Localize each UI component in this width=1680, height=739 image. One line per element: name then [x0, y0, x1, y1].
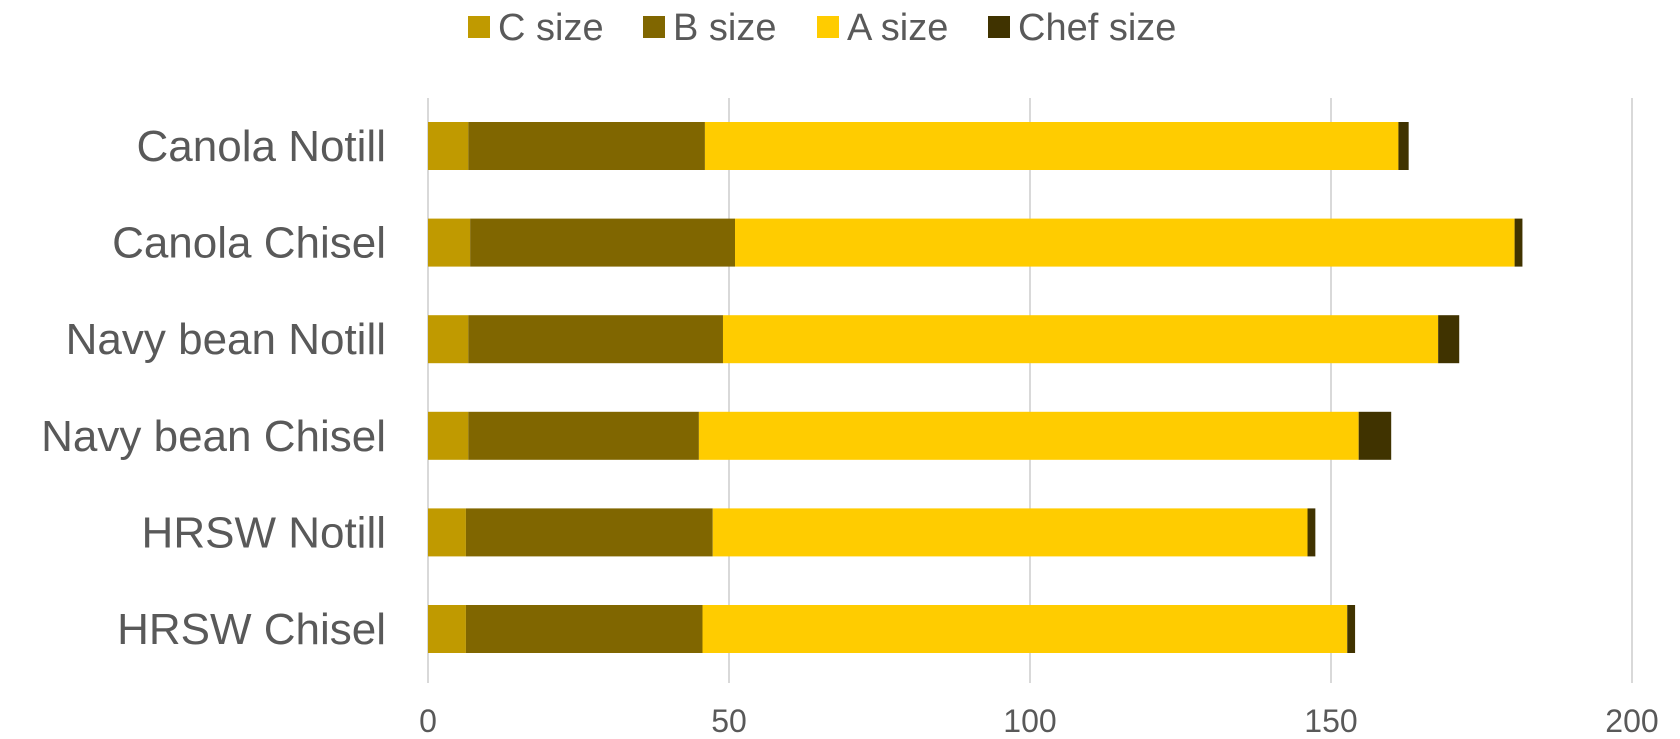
bar-segment [722, 315, 1439, 364]
legend-label: C size [498, 7, 604, 49]
category-label: Navy bean Chisel [41, 412, 386, 461]
legend-swatch [468, 16, 490, 38]
x-tick-label: 100 [1003, 703, 1056, 739]
bar-segment [465, 605, 703, 653]
legend-swatch [817, 16, 839, 38]
x-tick-label: 150 [1304, 703, 1357, 739]
bar-segment [1307, 508, 1316, 557]
bar-segment [470, 218, 736, 267]
bar-segment [1514, 218, 1523, 267]
bar-segment [1347, 605, 1356, 653]
category-label: Canola Chisel [112, 219, 386, 268]
legend: C size B size A size Chef size [468, 7, 1176, 49]
bar-segment [702, 605, 1348, 653]
bar-segment [1358, 411, 1392, 460]
bar-segment [428, 411, 469, 460]
category-label: Canola Notill [137, 122, 386, 171]
legend-swatch [643, 16, 665, 38]
bar-segment [428, 605, 466, 653]
bar-segment [468, 315, 723, 364]
bars [428, 122, 1523, 653]
bar-segment [704, 122, 1399, 170]
x-axis-tick-labels: 0 50 100 150 200 [419, 703, 1659, 739]
legend-swatch [988, 16, 1010, 38]
x-tick-label: 200 [1605, 703, 1658, 739]
bar-segment [465, 508, 713, 557]
bar-segment [468, 122, 705, 170]
bar-segment [1438, 315, 1460, 364]
legend-label: Chef size [1018, 7, 1176, 49]
bar-segment [698, 411, 1359, 460]
bar-segment [428, 218, 471, 267]
category-label: Navy bean Notill [66, 315, 386, 364]
bar-segment [428, 315, 469, 364]
category-label: HRSW Chisel [117, 605, 386, 654]
gridlines [427, 98, 1633, 683]
bar-segment [712, 508, 1308, 557]
category-label: HRSW Notill [142, 508, 386, 557]
x-tick-label: 0 [419, 703, 437, 739]
bar-segment [428, 508, 466, 557]
legend-label: B size [673, 7, 776, 49]
bar-segment [428, 122, 469, 170]
bar-segment [468, 411, 699, 460]
bar-segment [1398, 122, 1409, 170]
category-labels: Canola Notill Canola Chisel Navy bean Noti… [41, 122, 386, 654]
legend-label: A size [847, 7, 948, 49]
bar-segment [735, 218, 1515, 267]
x-tick-label: 50 [711, 703, 747, 739]
